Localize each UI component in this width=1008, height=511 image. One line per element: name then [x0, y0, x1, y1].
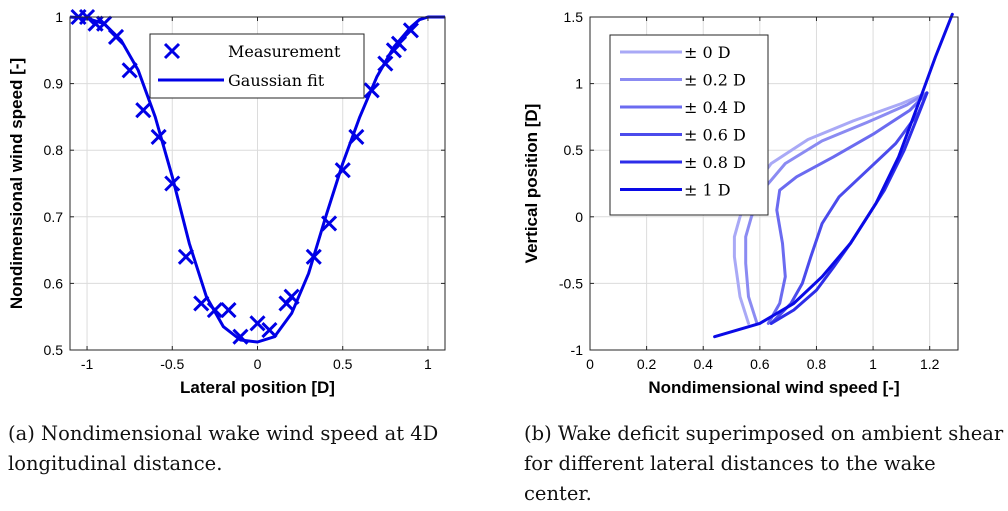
measurement-marker — [261, 321, 278, 339]
figure: -1 -0.5 0 0.5 1 0.5 0.6 0.7 0.8 0.9 1 Lateral posit… — [7, 8, 959, 397]
legend: Measurement Gaussian fit — [149, 33, 365, 99]
y-tick-label: 0.5 — [44, 342, 64, 358]
y-tick-label: 0.9 — [44, 76, 64, 92]
x-tick-label: 0.8 — [807, 356, 827, 372]
x-axis-label: Nondimensional wind speed [-] — [648, 378, 899, 397]
x-tick-label: 0.4 — [693, 356, 713, 372]
x-tick-label: 0 — [254, 356, 262, 372]
measurement-marker — [107, 28, 125, 46]
measurement-marker — [220, 301, 237, 319]
measurement-marker — [249, 315, 266, 332]
profile-line-3 — [769, 91, 929, 325]
legend-label-4: ± 0.8 D — [684, 153, 746, 172]
x-tick-label: -1 — [81, 356, 94, 372]
y-tick-label: -0.5 — [559, 275, 583, 291]
y-tick-label: -1 — [571, 342, 584, 358]
y-tick-label: 1 — [575, 76, 583, 92]
measurement-marker — [121, 62, 138, 79]
y-tick-label: 0.7 — [44, 209, 64, 225]
y-tick-label: 0.6 — [44, 275, 64, 291]
x-tick-label: 0 — [586, 356, 594, 372]
measurement-marker — [177, 248, 194, 265]
measurement-marker — [150, 128, 167, 145]
caption-b: (b) Wake deficit superimposed on ambient… — [524, 422, 1004, 505]
measurement-marker — [390, 35, 408, 52]
x-tick-label: 0.2 — [637, 356, 657, 372]
x-tick-label: 0.5 — [333, 356, 353, 372]
measurement-marker — [193, 295, 210, 312]
y-tick-label: 1 — [55, 9, 63, 25]
x-tick-label: 1 — [869, 356, 877, 372]
measurement-marker — [232, 328, 249, 345]
legend-label-5: ± 1 D — [684, 181, 731, 200]
measurement-marker — [305, 248, 322, 265]
x-axis-label: Lateral position [D] — [180, 378, 335, 397]
legend-marker-measurement — [163, 42, 181, 60]
legend-label-measurement: Measurement — [228, 42, 341, 61]
profile-line-5 — [713, 12, 954, 339]
measurement-marker — [283, 288, 300, 305]
x-tick-label: 0.6 — [750, 356, 770, 372]
caption-a: (a) Nondimensional wake wind speed at 4D… — [8, 422, 439, 475]
legend-label-gaussian: Gaussian fit — [228, 71, 325, 90]
legend-label-2: ± 0.4 D — [684, 98, 746, 117]
chart-a: -1 -0.5 0 0.5 1 0.5 0.6 0.7 0.8 0.9 1 Lateral posit… — [7, 8, 446, 397]
measurement-marker — [206, 301, 223, 319]
measurement-marker — [96, 15, 113, 32]
legend-box — [609, 34, 769, 216]
y-axis-label: Nondimensional wind speed [-] — [7, 58, 26, 309]
profile-line-2 — [766, 91, 929, 325]
x-tick-label: 1.2 — [920, 356, 940, 372]
measurement-marker — [164, 175, 181, 192]
plot-frame — [589, 16, 959, 351]
measurement-marker — [334, 162, 351, 179]
x-tick-label: -0.5 — [160, 356, 184, 372]
legend-box — [149, 33, 365, 99]
profile-line-4 — [769, 91, 929, 325]
legend: ± 0 D ± 0.2 D ± 0.4 D ± 0.6 D ± 0.8 D ± 1 D — [609, 34, 769, 216]
y-tick-label: 1.5 — [564, 9, 584, 25]
legend-label-3: ± 0.6 D — [684, 126, 746, 145]
y-tick-label: 0.8 — [44, 142, 64, 158]
measurement-marker — [402, 22, 419, 39]
legend-label-1: ± 0.2 D — [684, 71, 746, 90]
measurement-marker — [377, 55, 394, 72]
chart-b: 0 0.2 0.4 0.6 0.8 1 1.2 -1 -0.5 0 0.5 1 1.5 Nondimens… — [522, 9, 959, 397]
measurement-marker — [135, 102, 152, 119]
y-tick-label: 0 — [575, 209, 583, 225]
legend-label-0: ± 0 D — [684, 43, 731, 62]
measurement-marker — [348, 128, 365, 145]
x-tick-label: 1 — [424, 356, 432, 372]
measurement-marker — [363, 82, 380, 99]
y-tick-label: 0.5 — [564, 142, 584, 158]
y-axis-label: Vertical position [D] — [522, 104, 541, 264]
measurement-marker — [321, 215, 338, 232]
